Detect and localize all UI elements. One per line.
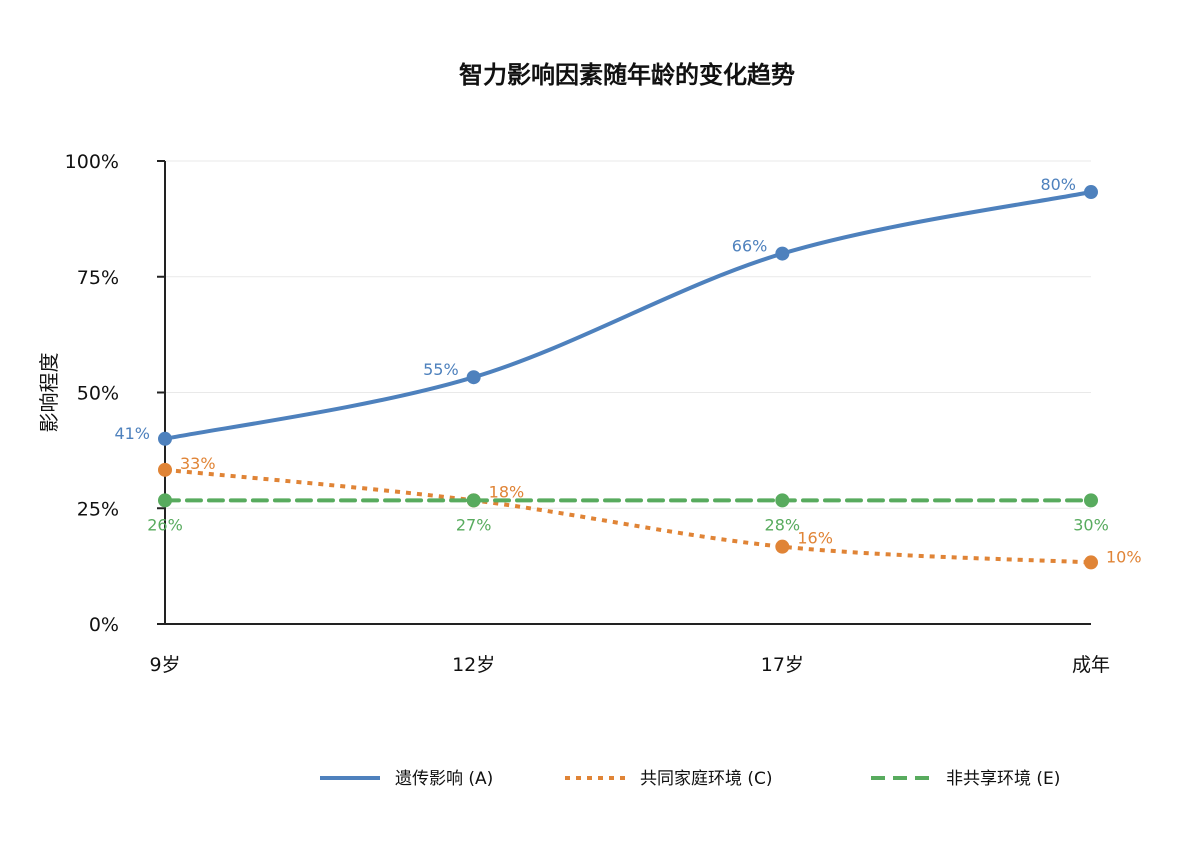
data-label: 28% <box>765 515 801 534</box>
data-point <box>1084 493 1098 508</box>
data-point <box>466 493 481 508</box>
x-tick-label: 12岁 <box>452 654 495 676</box>
data-label: 26% <box>147 515 183 534</box>
data-point <box>1084 555 1098 570</box>
y-axis-label: 影响程度 <box>37 353 61 433</box>
grid-layer <box>165 160 1091 625</box>
y-tick-label: 100% <box>65 151 119 173</box>
data-label: 27% <box>456 515 492 534</box>
legend-label: 共同家庭环境 (C) <box>640 769 773 789</box>
data-label: 18% <box>489 482 525 501</box>
data-point <box>1084 185 1098 200</box>
data-label: 41% <box>114 424 150 443</box>
x-tick-label: 成年 <box>1072 654 1110 676</box>
axis-layer: 0% 25% 50% 75% 100% 9岁 12岁 17岁 成年 影响程度 <box>37 151 1110 676</box>
series-line-1 <box>164 467 1092 565</box>
y-tick-label: 75% <box>77 267 119 289</box>
y-tick-label: 50% <box>77 383 119 405</box>
data-point <box>158 493 172 508</box>
data-label: 80% <box>1040 175 1076 194</box>
data-label: 55% <box>423 360 459 379</box>
legend-label: 遗传影响 (A) <box>395 769 493 789</box>
legend: 遗传影响 (A) 共同家庭环境 (C) 非共享环境 (E) <box>320 769 1060 789</box>
data-label: 66% <box>732 237 768 256</box>
data-label: 16% <box>797 529 833 548</box>
data-point <box>775 493 790 508</box>
label-layer: 41% 55% 66% 80% 33% 18% 16% 10% 26% 27% 28% 30% <box>114 175 1141 566</box>
y-tick-label: 0% <box>89 614 119 636</box>
x-tick-label: 17岁 <box>761 654 804 676</box>
chart-title: 智力影响因素随年龄的变化趋势 <box>459 61 795 89</box>
data-point <box>775 246 790 261</box>
data-label: 30% <box>1073 515 1109 534</box>
data-point <box>158 431 172 446</box>
y-tick-label: 25% <box>77 498 119 520</box>
series-layer <box>158 185 1098 570</box>
data-label: 10% <box>1106 547 1142 566</box>
legend-label: 非共享环境 (E) <box>946 769 1060 789</box>
series-line-0 <box>163 190 1093 441</box>
x-tick-label: 9岁 <box>149 654 180 676</box>
data-point <box>466 370 481 385</box>
data-point <box>158 462 172 477</box>
data-point <box>775 539 790 554</box>
data-label: 33% <box>180 454 216 473</box>
